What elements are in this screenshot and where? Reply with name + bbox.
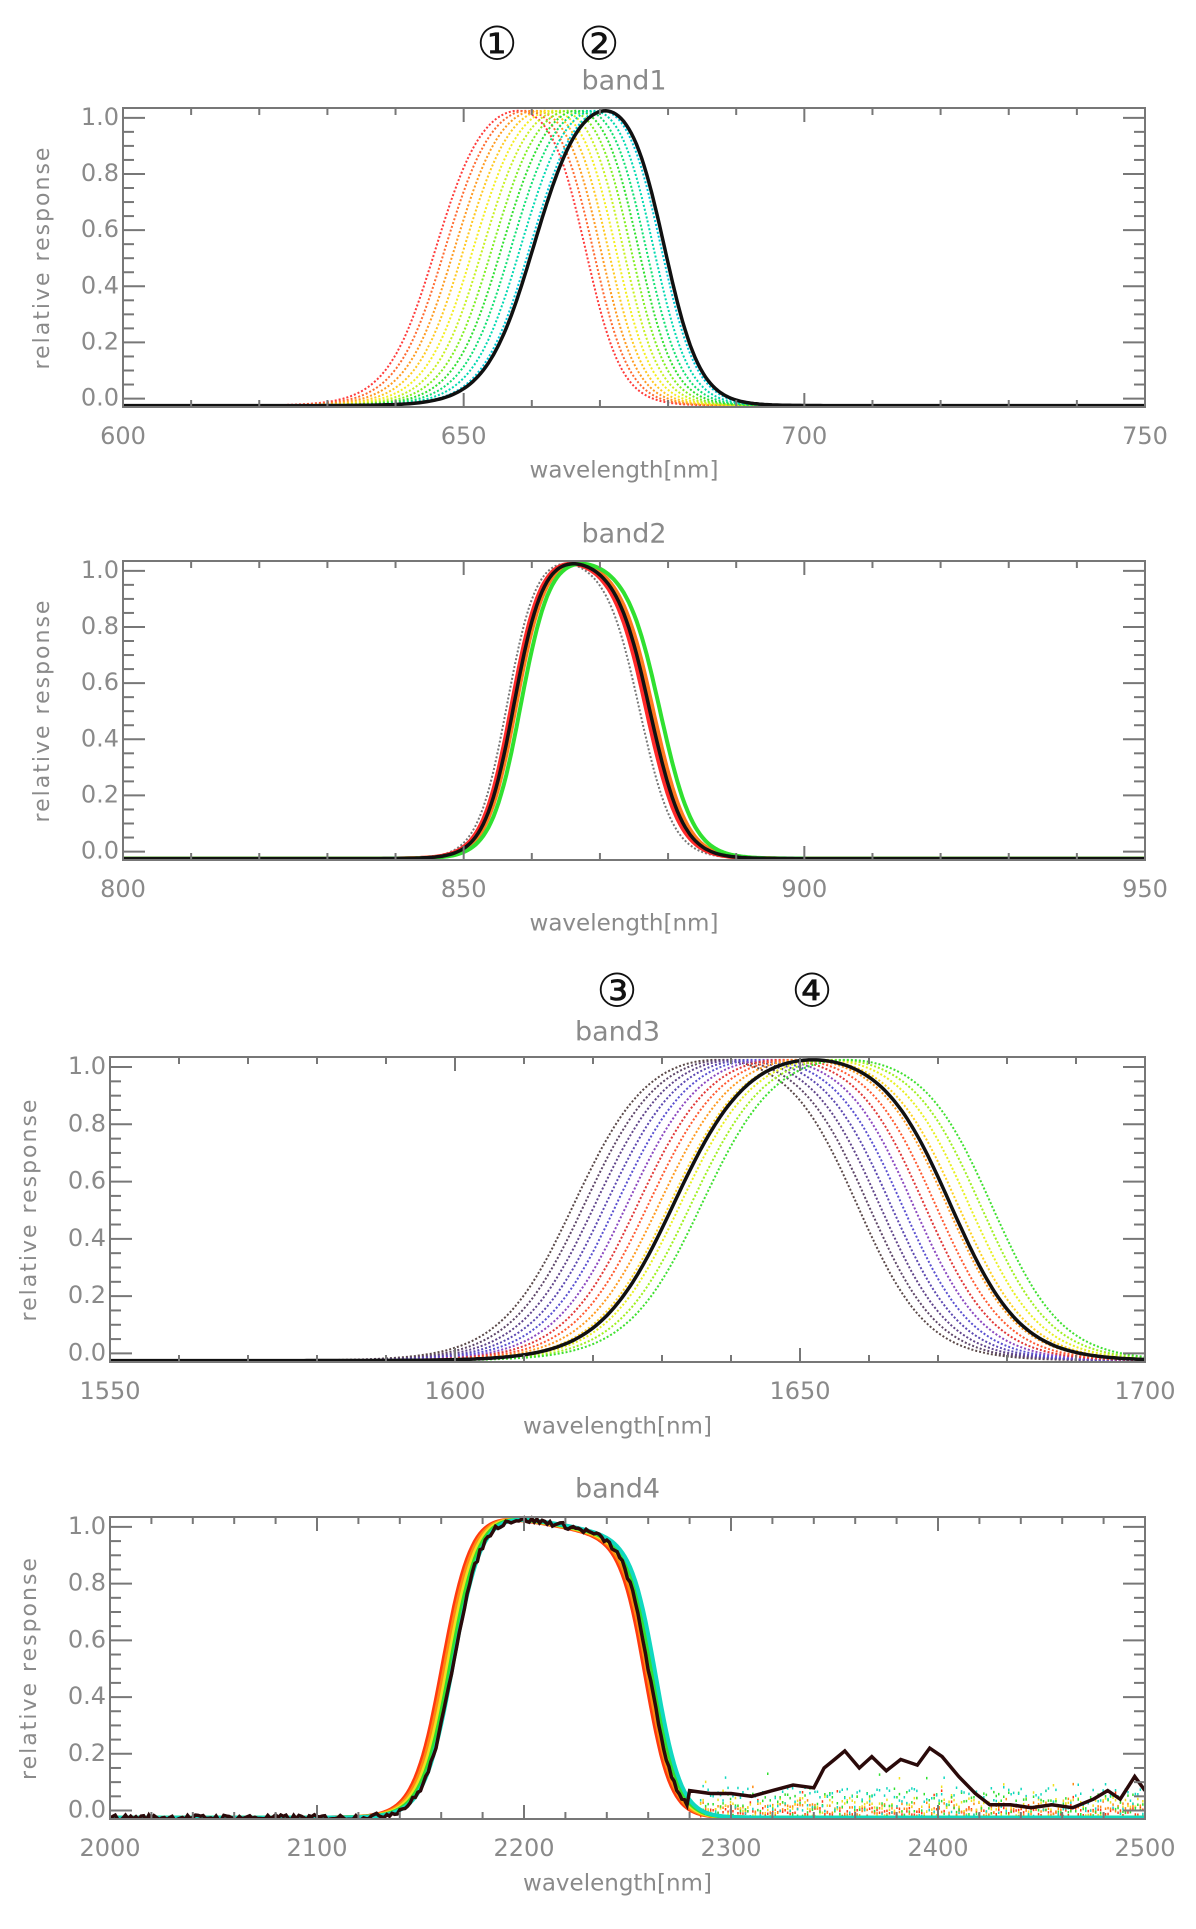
chart-title: band3 (575, 1017, 660, 1048)
y-tick-label: 0.4 (81, 271, 119, 299)
series-curve-8 (110, 1058, 1145, 1362)
annotation-marker-2: ④ (791, 964, 832, 1018)
y-tick-label: 0.6 (68, 1167, 106, 1195)
panel-band1: 600 650 700 750 0.0 0.2 0.4 0.6 0.8 1.0 band1 wavel… (30, 17, 1168, 484)
y-tick-label: 0.8 (68, 1569, 106, 1597)
x-tick-label: 2000 (79, 1834, 140, 1862)
plot-area (110, 1515, 1145, 1819)
y-tick-label: 0.4 (68, 1682, 106, 1710)
y-axis-label: relative response (30, 146, 55, 370)
series-curve-9 (110, 1058, 1145, 1362)
chart-title: band2 (581, 519, 666, 550)
series-curve-1 (123, 562, 1145, 860)
y-tick-label: 0.6 (81, 668, 119, 696)
y-tick-label: 0.0 (81, 837, 119, 865)
series-curve-2 (123, 561, 1145, 860)
y-tick-label: 0.4 (81, 724, 119, 752)
series-curve-4 (123, 561, 1145, 860)
series-noise-4 (699, 1772, 1145, 1818)
series-noise-2 (699, 1780, 1145, 1818)
x-tick-label: 1700 (1114, 1377, 1175, 1405)
series-curve-2 (110, 1058, 1145, 1362)
series-curve-7 (110, 1058, 1145, 1362)
series-curve-3 (123, 109, 1145, 407)
y-tick-label: 0.0 (68, 1795, 106, 1823)
x-tick-label: 750 (1122, 422, 1168, 450)
series-curve-12 (110, 1058, 1145, 1362)
reference-curve (123, 109, 1145, 407)
x-tick-label: 800 (100, 875, 146, 903)
x-axis-label: wavelength[nm] (523, 1871, 712, 1897)
series-curve-6 (110, 1058, 1145, 1362)
x-tick-label: 600 (100, 422, 146, 450)
series-curve-5 (110, 1517, 1145, 1819)
y-tick-label: 0.2 (68, 1739, 106, 1767)
plot-area (123, 109, 1145, 407)
x-tick-label: 1550 (79, 1377, 140, 1405)
y-tick-label: 0.0 (81, 384, 119, 412)
x-tick-label: 650 (441, 422, 487, 450)
series-noise-5 (699, 1776, 1145, 1818)
y-tick-label: 0.8 (81, 612, 119, 640)
x-tick-label: 700 (781, 422, 827, 450)
x-tick-label: 900 (781, 875, 827, 903)
series-noise-3 (699, 1776, 1145, 1818)
x-tick-label: 2400 (907, 1834, 968, 1862)
plot-area (123, 561, 1145, 860)
series-curve-5 (110, 1058, 1145, 1362)
x-tick-label: 850 (441, 875, 487, 903)
y-axis-label: relative response (30, 599, 55, 823)
x-axis-label: wavelength[nm] (523, 1414, 712, 1440)
y-tick-label: 0.6 (68, 1625, 106, 1653)
reference-curve (110, 1058, 1145, 1362)
y-tick-label: 0.0 (68, 1338, 106, 1366)
series-curve-4 (110, 1058, 1145, 1362)
reference-curve (110, 1515, 1145, 1819)
y-tick-label: 1.0 (81, 103, 119, 131)
y-tick-label: 0.2 (68, 1281, 106, 1309)
annotation-marker-1: ③ (596, 964, 637, 1018)
x-tick-label: 2200 (493, 1834, 554, 1862)
y-axis-label: relative response (17, 1556, 42, 1780)
x-tick-label: 2500 (1114, 1834, 1175, 1862)
series-curve-1 (110, 1058, 1145, 1362)
series-curve-8 (123, 109, 1145, 407)
annotation-marker-2: ② (578, 17, 619, 71)
panel-band3: 1550 1600 1650 1700 0.0 0.2 0.4 0.6 0.8 1.0 band3 w… (17, 964, 1176, 1440)
series-curve-3 (110, 1058, 1145, 1362)
x-axis-label: wavelength[nm] (530, 911, 719, 937)
chart-title: band4 (575, 1474, 660, 1505)
plot-frame (109, 1056, 1146, 1363)
x-tick-label: 1650 (769, 1377, 830, 1405)
y-tick-label: 1.0 (81, 556, 119, 584)
chart-title: band1 (581, 66, 666, 97)
y-tick-label: 0.2 (81, 327, 119, 355)
series-curve-13 (110, 1058, 1145, 1362)
y-tick-label: 0.8 (68, 1109, 106, 1137)
y-tick-label: 0.6 (81, 215, 119, 243)
panel-band4: 2000 2100 2200 2300 2400 2500 0.0 0.2 0.4 0.6 0.8 1… (17, 1474, 1176, 1897)
series-curve-3 (123, 561, 1145, 860)
reference-curve (123, 562, 1145, 860)
panel-band2: 800 850 900 950 0.0 0.2 0.4 0.6 0.8 1.0 band2 wavel… (30, 519, 1168, 937)
y-tick-label: 1.0 (68, 1052, 106, 1080)
plot-area (110, 1058, 1145, 1362)
series-curve-11 (110, 1058, 1145, 1362)
x-tick-label: 1600 (424, 1377, 485, 1405)
y-tick-label: 0.2 (81, 780, 119, 808)
plot-frame (122, 560, 1146, 861)
x-tick-label: 2100 (286, 1834, 347, 1862)
x-tick-label: 2300 (700, 1834, 761, 1862)
y-tick-label: 0.8 (81, 159, 119, 187)
annotation-marker-1: ① (476, 17, 517, 71)
y-axis-label: relative response (17, 1098, 42, 1322)
series-curve-10 (110, 1058, 1145, 1362)
x-tick-label: 950 (1122, 875, 1168, 903)
y-tick-label: 1.0 (68, 1512, 106, 1540)
x-axis-label: wavelength[nm] (530, 458, 719, 484)
y-tick-label: 0.4 (68, 1224, 106, 1252)
